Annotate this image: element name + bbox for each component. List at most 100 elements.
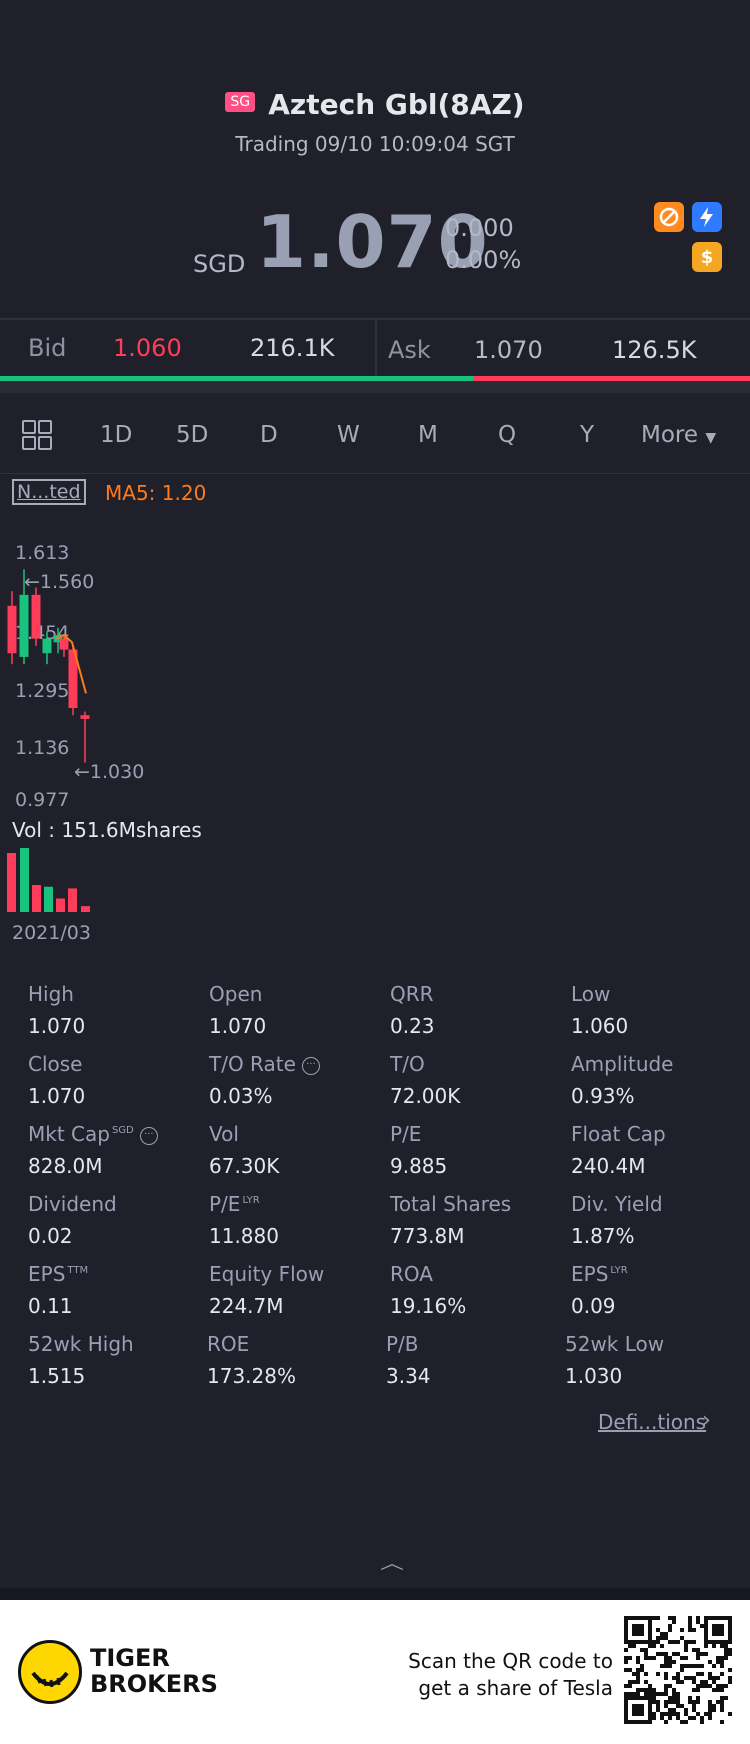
stat-label: Float Cap [571, 1122, 666, 1146]
stat-label-text: EPS [28, 1262, 66, 1286]
stat-value: 72.00K [390, 1084, 461, 1108]
divider [0, 473, 750, 474]
stat-value: 1.515 [28, 1364, 86, 1388]
stock-title: SG Aztech Gbl(8AZ) [0, 88, 750, 121]
stat-label-superscript: TTM [67, 1265, 89, 1277]
stat-label: Mkt Cap SGD ··· [28, 1122, 158, 1146]
volume-bar [56, 898, 65, 912]
stat-label: Amplitude [571, 1052, 674, 1076]
stat-value: 0.02 [28, 1224, 73, 1248]
stat-label: P/E LYR [209, 1192, 260, 1216]
stat-label-text: ROA [390, 1262, 433, 1286]
candle-body [80, 715, 90, 719]
y-tick-label: 1.613 [15, 542, 70, 564]
last-price: 1.070 [256, 200, 489, 284]
volume-bar [20, 848, 29, 912]
stat-label-text: T/O [390, 1052, 425, 1076]
promo-line-1: Scan the QR code to [408, 1649, 613, 1673]
divider [0, 318, 750, 320]
stat-label-text: P/E [209, 1192, 241, 1216]
stat-value: 1.030 [565, 1364, 623, 1388]
chevron-up-icon[interactable]: ︿ [380, 1553, 404, 1574]
stat-value: 1.070 [28, 1014, 86, 1038]
left-arrow-icon: ← [74, 761, 90, 783]
stat-value: 0.09 [571, 1294, 616, 1318]
lightning-1-icon[interactable] [692, 202, 722, 232]
stat-label-text: Dividend [28, 1192, 117, 1216]
stat-label: Open [209, 982, 262, 1006]
stat-label-text: T/O Rate [209, 1052, 296, 1076]
candle-body [68, 649, 78, 708]
brand-line-2: BROKERS [90, 1670, 218, 1698]
info-icon[interactable]: ··· [139, 1126, 158, 1145]
ask-price[interactable]: 1.070 [474, 336, 543, 364]
qr-code-icon[interactable] [624, 1616, 732, 1724]
stat-label: ROE [207, 1332, 249, 1356]
tab-m[interactable]: M [418, 422, 438, 448]
brand-line-1: TIGER [90, 1644, 170, 1672]
definitions-link[interactable]: Defi...tions [598, 1410, 707, 1434]
dollar-icon[interactable]: $ [692, 242, 722, 272]
more-label: More [641, 422, 699, 448]
stat-label: 52wk Low [565, 1332, 664, 1356]
stat-label-text: QRR [390, 982, 434, 1006]
stat-label: T/O Rate ··· [209, 1052, 320, 1076]
stat-label-text: Low [571, 982, 611, 1006]
stat-label: EPS TTM [28, 1262, 88, 1286]
stat-label: Low [571, 982, 610, 1006]
volume-bar [81, 906, 90, 912]
stat-label: ROA [390, 1262, 433, 1286]
tab-w[interactable]: W [337, 422, 360, 448]
candle-body [31, 594, 41, 639]
no-entry-icon[interactable] [654, 202, 684, 232]
volume-bar [68, 888, 77, 912]
stat-label: Close [28, 1052, 82, 1076]
ask-label: Ask [388, 336, 431, 364]
volume-chart [7, 848, 90, 912]
stat-label-text: Total Shares [390, 1192, 512, 1216]
stat-value: 173.28% [207, 1364, 296, 1388]
stat-value: 773.8M [390, 1224, 465, 1248]
tab-y[interactable]: Y [580, 422, 595, 448]
y-tick-label: 1.136 [15, 737, 70, 759]
stat-label-text: Close [28, 1052, 83, 1076]
high-marker-value: 1.560 [39, 571, 95, 593]
stat-label-text: Vol [209, 1122, 239, 1146]
stat-label: Equity Flow [209, 1262, 324, 1286]
stat-label: 52wk High [28, 1332, 134, 1356]
candlestick-chart[interactable] [0, 550, 120, 782]
brand-name: TIGER BROKERS [90, 1645, 218, 1697]
tab-1d[interactable]: 1D [100, 422, 133, 448]
bid-label: Bid [28, 334, 67, 362]
stat-value: 1.070 [28, 1084, 86, 1108]
price-change: 0.000 [445, 214, 514, 242]
layout-grid-icon[interactable] [22, 420, 52, 450]
tab-more[interactable]: More ▼ [641, 422, 716, 448]
tab-q[interactable]: Q [498, 422, 517, 448]
price-currency: SGD [193, 250, 246, 278]
indicator-selector[interactable]: N...ted [12, 479, 86, 505]
chevron-right-icon[interactable]: › [702, 1408, 711, 1433]
tiger-brokers-logo [18, 1640, 82, 1704]
tab-5d[interactable]: 5D [176, 422, 209, 448]
info-icon[interactable]: ··· [301, 1056, 320, 1075]
stat-value: 1.87% [571, 1224, 635, 1248]
stat-label: Total Shares [390, 1192, 511, 1216]
stat-label-text: Mkt Cap [28, 1122, 110, 1146]
volume-label: Vol : 151.6Mshares [12, 818, 202, 842]
candle-body [42, 638, 52, 654]
stat-label: P/B [386, 1332, 419, 1356]
stat-value: 0.93% [571, 1084, 635, 1108]
stat-value: 1.060 [571, 1014, 629, 1038]
stat-value: 11.880 [209, 1224, 279, 1248]
tab-d[interactable]: D [260, 422, 278, 448]
bid-price[interactable]: 1.060 [113, 334, 182, 362]
stat-label-text: 52wk High [28, 1332, 134, 1356]
stat-label-superscript: SGD [111, 1125, 134, 1137]
stat-value: 67.30K [209, 1154, 280, 1178]
stat-label-text: Div. Yield [571, 1192, 663, 1216]
ma5-label: MA5: 1.20 [105, 481, 207, 505]
stat-label: QRR [390, 982, 434, 1006]
stat-label-text: Amplitude [571, 1052, 674, 1076]
stat-label-superscript: LYR [610, 1265, 628, 1277]
